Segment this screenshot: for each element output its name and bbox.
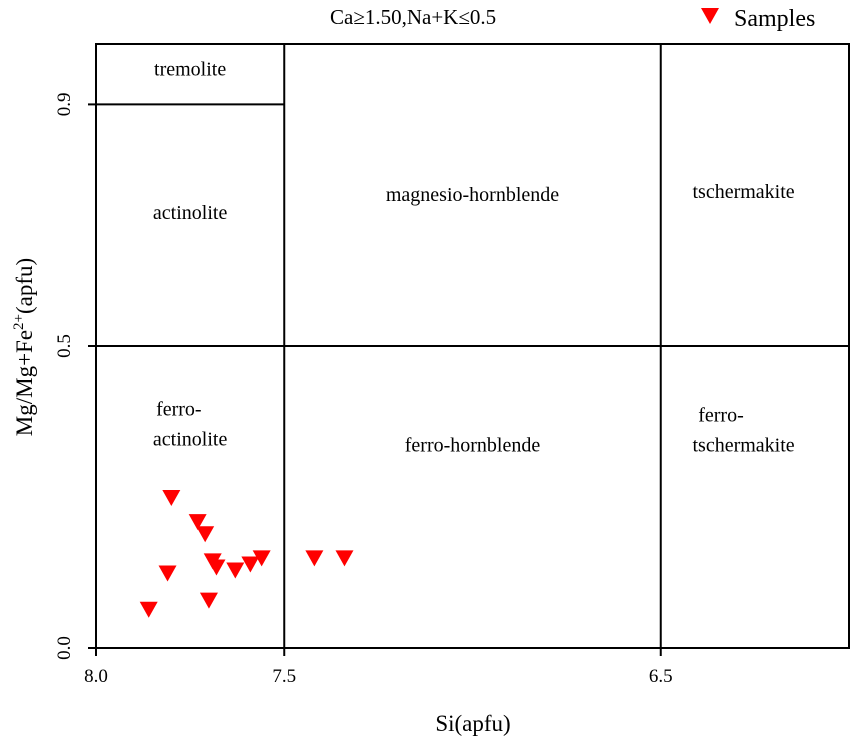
sample-point xyxy=(335,550,354,567)
sample-point xyxy=(188,514,207,531)
chart-title: Ca≥1.50,Na+K≤0.5 xyxy=(330,5,496,29)
plot-area: 8.0 7.5 6.5 0.0 0.5 0.9 tremolite actinolite mag… xyxy=(54,43,850,687)
y-axis-label-base: Mg/Mg+Fe xyxy=(12,330,37,436)
y-tick-label: 0.0 xyxy=(54,636,75,660)
sample-point xyxy=(252,550,271,567)
region-label: ferro- xyxy=(698,405,744,427)
sample-point xyxy=(305,550,324,567)
sample-point xyxy=(226,562,245,579)
region-label: ferro- xyxy=(156,398,202,420)
x-tick-label: 7.5 xyxy=(272,666,296,687)
sample-point xyxy=(158,565,177,582)
y-axis-label-superscript: 2+ xyxy=(11,314,27,330)
sample-point xyxy=(196,526,215,543)
x-axis-label: Si(apfu) xyxy=(435,711,510,736)
region-label: magnesio-hornblende xyxy=(386,184,559,206)
region-label: actinolite xyxy=(153,202,228,224)
y-axis-label-suffix: (apfu) xyxy=(12,258,37,314)
sample-point xyxy=(139,601,158,618)
x-tick-label: 6.5 xyxy=(649,666,673,687)
y-tick-label: 0.5 xyxy=(54,334,75,358)
x-tick-label: 8.0 xyxy=(84,666,108,687)
legend-marker xyxy=(701,8,719,24)
region-label: ferro-hornblende xyxy=(405,435,541,457)
region-label: tschermakite xyxy=(692,435,794,457)
sample-point xyxy=(199,592,218,609)
legend-label-samples: Samples xyxy=(734,6,815,32)
sample-point xyxy=(241,556,260,573)
y-axis-label: Mg/Mg+Fe2+(apfu) xyxy=(11,258,37,436)
region-label: tschermakite xyxy=(692,181,794,203)
region-label: actinolite xyxy=(153,429,228,451)
sample-point xyxy=(207,559,226,576)
y-tick-label: 0.9 xyxy=(54,93,75,117)
sample-point xyxy=(162,490,181,506)
region-label: tremolite xyxy=(154,58,226,80)
